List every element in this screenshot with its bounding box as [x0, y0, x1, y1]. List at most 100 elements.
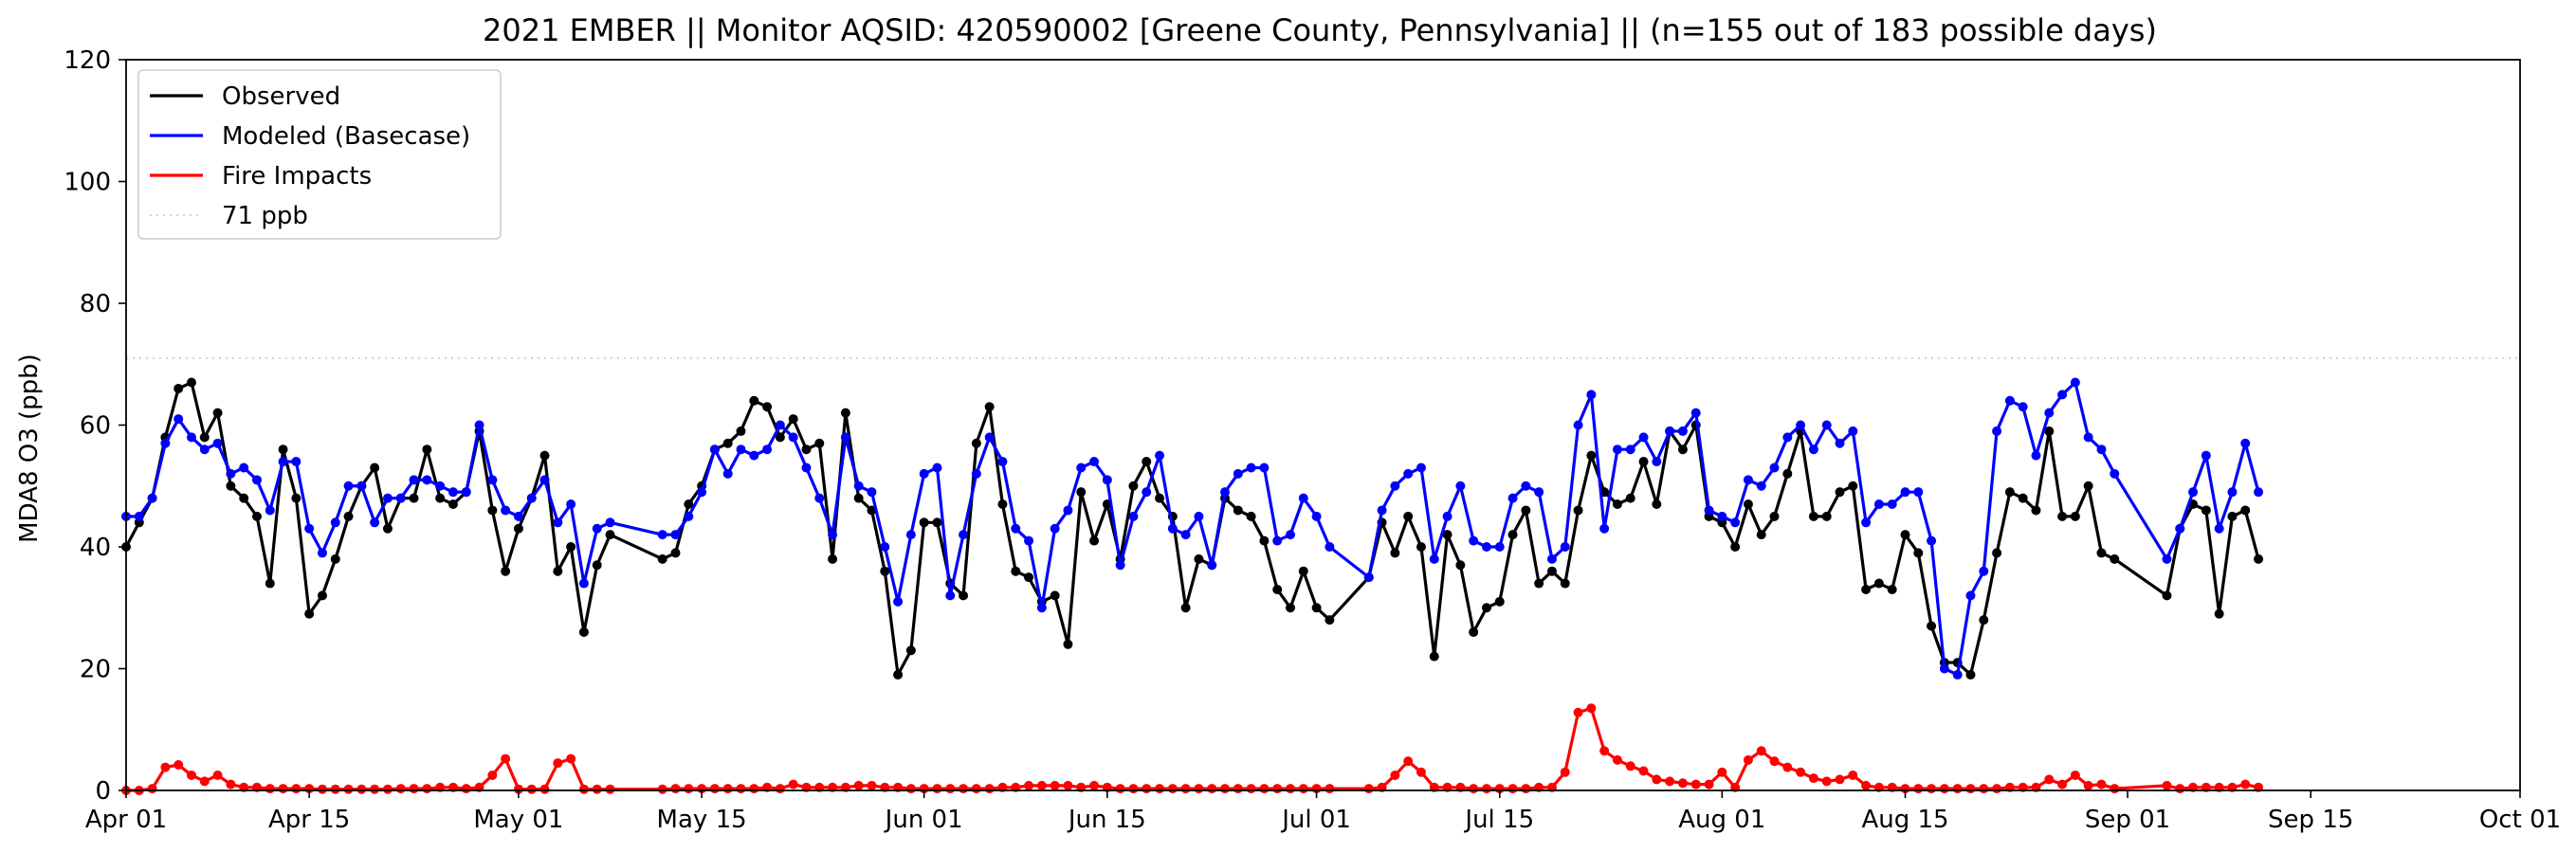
- data-point: [1952, 669, 1963, 680]
- data-point: [1796, 420, 1806, 430]
- data-point: [932, 517, 942, 528]
- data-point: [1717, 511, 1727, 521]
- data-point: [1011, 566, 1021, 576]
- data-point: [905, 645, 916, 656]
- data-point: [1900, 530, 1910, 540]
- data-point: [2214, 608, 2224, 619]
- data-point: [278, 445, 288, 455]
- data-point: [278, 457, 288, 467]
- data-point: [265, 578, 275, 589]
- data-point: [1403, 468, 1414, 479]
- data-point: [1808, 773, 1818, 784]
- data-point: [1063, 780, 1073, 790]
- data-point: [1756, 746, 1766, 756]
- data-point: [1507, 493, 1518, 503]
- data-point: [1521, 784, 1531, 794]
- data-point: [1390, 481, 1400, 491]
- data-point: [971, 784, 981, 794]
- data-point: [448, 499, 458, 510]
- x-tick-label: Jul 01: [1280, 806, 1351, 834]
- data-point: [422, 475, 432, 485]
- data-point: [657, 554, 667, 564]
- y-tick-label: 120: [64, 46, 111, 75]
- data-point: [1325, 542, 1335, 552]
- data-point: [2240, 779, 2251, 789]
- data-point: [1416, 542, 1426, 552]
- data-point: [1272, 535, 1283, 546]
- data-point: [1808, 511, 1818, 521]
- data-point: [2162, 590, 2172, 601]
- data-point: [1560, 542, 1570, 552]
- data-point: [239, 463, 249, 473]
- data-point: [1638, 432, 1649, 443]
- data-point: [1927, 535, 1937, 546]
- data-point: [1311, 603, 1322, 613]
- data-point: [343, 481, 354, 491]
- data-point: [1298, 784, 1308, 794]
- data-point: [1992, 784, 2002, 794]
- data-point: [474, 420, 484, 430]
- data-point: [893, 596, 904, 607]
- data-point: [1652, 457, 1662, 467]
- data-point: [1128, 511, 1139, 521]
- x-tick-label: Oct 01: [2479, 806, 2561, 834]
- data-point: [853, 780, 864, 790]
- data-point: [853, 493, 864, 503]
- data-point: [1756, 530, 1766, 540]
- data-point: [984, 432, 995, 443]
- data-point: [867, 780, 877, 790]
- data-point: [501, 505, 511, 516]
- data-point: [1286, 784, 1296, 794]
- data-point: [1050, 590, 1060, 601]
- data-point: [186, 770, 196, 780]
- data-point: [2227, 511, 2238, 521]
- data-point: [448, 487, 458, 498]
- data-point: [1050, 780, 1060, 790]
- data-point: [736, 784, 746, 794]
- chart-title: 2021 EMBER || Monitor AQSID: 420590002 […: [483, 12, 2157, 48]
- data-point: [1573, 420, 1583, 430]
- data-point: [578, 578, 589, 589]
- data-point: [2057, 779, 2068, 789]
- data-point: [1652, 499, 1662, 510]
- data-point: [775, 784, 785, 794]
- data-point: [2175, 523, 2185, 534]
- data-point: [1952, 784, 1963, 794]
- data-point: [1939, 784, 1949, 794]
- data-point: [959, 590, 969, 601]
- data-point: [932, 784, 942, 794]
- data-point: [513, 511, 523, 521]
- data-point: [566, 499, 576, 510]
- data-point: [984, 784, 995, 794]
- data-point: [1180, 784, 1191, 794]
- data-point: [709, 784, 720, 794]
- data-point: [1992, 548, 2002, 558]
- data-point: [461, 487, 471, 498]
- data-point: [1573, 707, 1583, 717]
- data-point: [1089, 457, 1100, 467]
- data-point: [1246, 511, 1256, 521]
- data-point: [1808, 445, 1818, 455]
- data-point: [880, 566, 890, 576]
- data-point: [1586, 703, 1597, 714]
- data-point: [1769, 463, 1780, 473]
- x-tick-label: Apr 15: [268, 806, 350, 834]
- data-point: [1939, 663, 1949, 674]
- y-tick-label: 60: [80, 412, 111, 441]
- data-point: [578, 784, 589, 794]
- data-point: [1272, 784, 1283, 794]
- data-point: [1481, 603, 1491, 613]
- data-point: [1835, 774, 1845, 785]
- data-point: [1586, 390, 1597, 400]
- data-point: [1730, 542, 1741, 552]
- data-point: [1455, 481, 1466, 491]
- data-point: [1625, 445, 1635, 455]
- data-point: [382, 523, 393, 534]
- x-tick-label: Apr 01: [85, 806, 167, 834]
- data-point: [147, 493, 157, 503]
- data-point: [409, 493, 419, 503]
- data-point: [1835, 438, 1845, 448]
- x-tick-label: Jun 15: [1067, 806, 1146, 834]
- data-point: [501, 753, 511, 764]
- data-point: [1024, 780, 1034, 790]
